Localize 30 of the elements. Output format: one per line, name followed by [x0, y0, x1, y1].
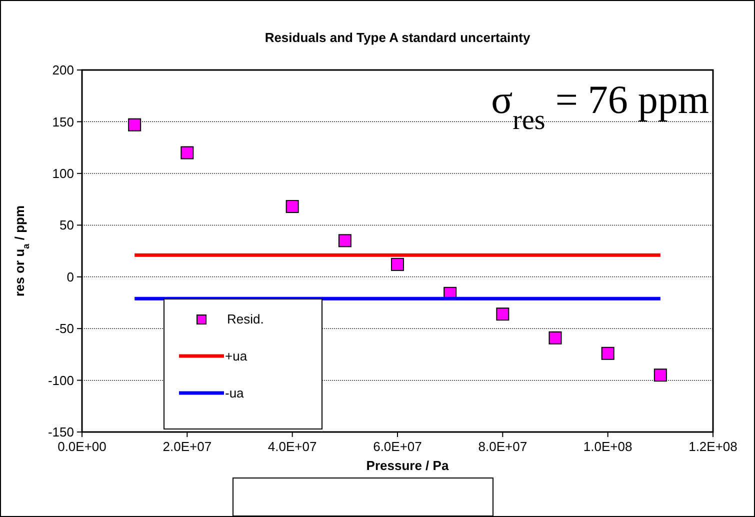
point — [391, 258, 404, 271]
x-tick-label: 1.2E+08 — [688, 439, 738, 454]
point — [180, 146, 194, 160]
y-tick-label: 0 — [66, 269, 74, 284]
x-tick-label: 8.0E+07 — [478, 439, 528, 454]
x-axis-title: Pressure / Pa — [366, 458, 450, 473]
legend-label: Resid. — [227, 312, 264, 327]
y-tick-label: -150 — [48, 424, 74, 440]
y-tick-label: -50 — [55, 321, 74, 336]
x-tick-label: 1.0E+08 — [583, 439, 632, 454]
legend-label: -ua — [225, 386, 245, 401]
y-tick-label: -100 — [48, 372, 74, 388]
x-tick-label: 4.0E+07 — [268, 439, 317, 454]
point — [338, 234, 352, 248]
point — [654, 368, 667, 382]
chart-title: Residuals and Type A standard uncertainty — [264, 30, 531, 45]
point — [601, 346, 614, 360]
x-tick-label: 0.0E+00 — [58, 439, 106, 454]
point — [128, 118, 142, 132]
y-tick-label: 100 — [52, 166, 74, 181]
y-tick-label: 200 — [52, 62, 74, 78]
y-tick-label: 150 — [52, 114, 74, 130]
annotation: σ$_{res}$ = 76 ppm — [491, 77, 709, 136]
point — [496, 308, 510, 321]
legend-label: +ua — [225, 348, 248, 364]
x-tick-label: 2.0E+07 — [162, 439, 212, 454]
y-tick-label: 50 — [60, 218, 74, 233]
point — [548, 331, 562, 344]
point — [286, 200, 299, 214]
x-tick-label: 6.0E+07 — [373, 439, 422, 454]
